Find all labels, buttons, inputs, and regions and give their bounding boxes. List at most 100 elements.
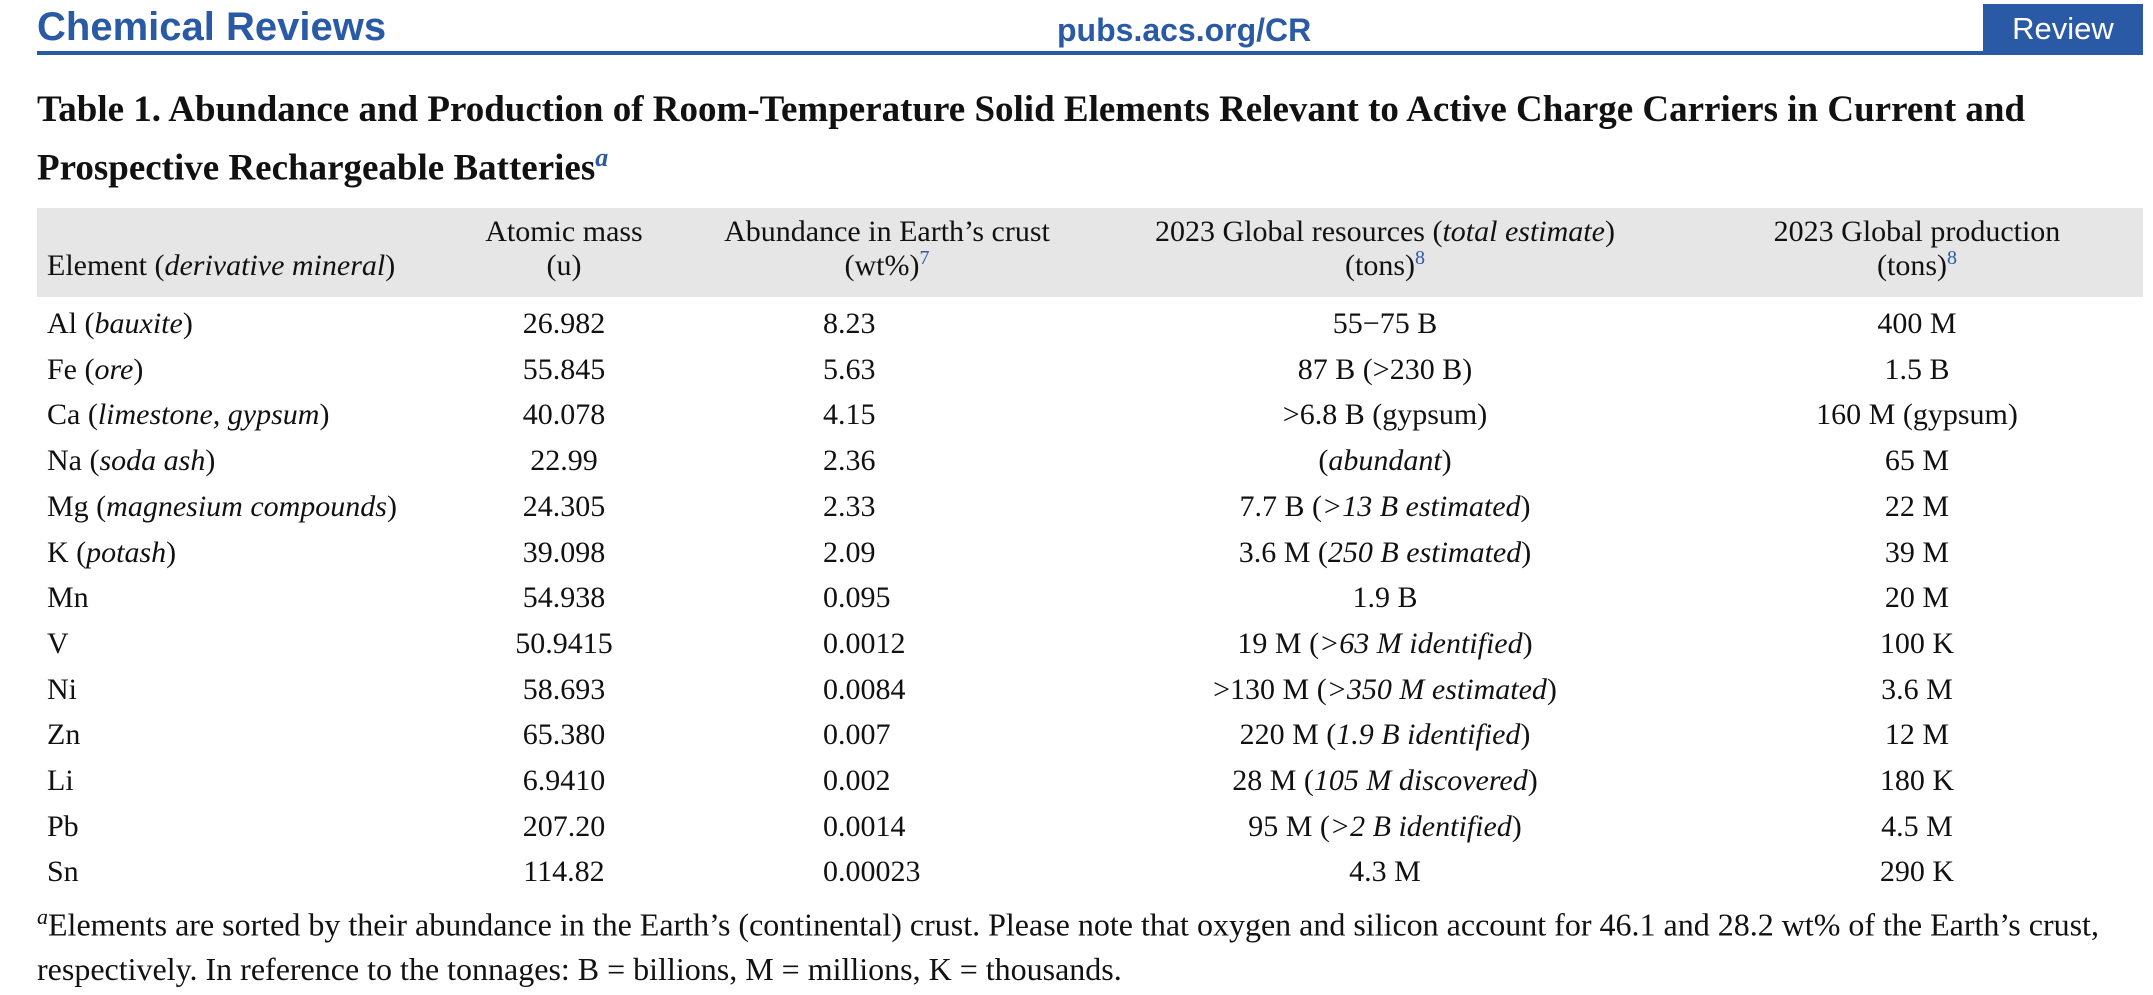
- cell-production: 180 K: [1879, 764, 1955, 798]
- cell-atomic-mass: 22.99: [530, 444, 598, 478]
- table-row: Sn 114.82 0.00023 4.3 M 290 K: [37, 849, 2143, 895]
- element-symbol: Na (: [47, 444, 100, 478]
- cell-element: Pb: [37, 804, 433, 850]
- resources-italic: >13 B estimated: [1321, 489, 1521, 523]
- resources-italic: 105 M discovered: [1313, 764, 1528, 798]
- resources-italic: abundant: [1328, 444, 1442, 478]
- resources-main: 95 M (: [1248, 809, 1330, 843]
- col4-line2: (tons): [1877, 249, 1947, 282]
- cell-element: Mn: [37, 575, 433, 621]
- cell-production: 400 M: [1877, 307, 1957, 340]
- cell-atomic-mass: 207.20: [522, 809, 606, 843]
- col0-italic: derivative mineral: [164, 249, 386, 282]
- table-row: Zn 65.380 0.007 220 M (1.9 B identified) 12 …: [37, 712, 2143, 758]
- table-row: Ni 58.693 0.0084 >130 M (>350 M estimated) 3…: [37, 667, 2143, 713]
- element-symbol: Zn: [47, 718, 81, 752]
- element-symbol: Mn: [47, 581, 89, 615]
- cell-element: Ca (limestone, gypsum): [37, 392, 433, 438]
- table-row: V 50.9415 0.0012 19 M (>63 M identified) 100…: [37, 621, 2143, 667]
- cell-abundance: 0.0012: [823, 626, 906, 660]
- derivative-mineral: limestone, gypsum: [97, 398, 320, 432]
- cell-production: 4.5 M: [1881, 809, 1953, 843]
- cell-abundance: 0.002: [823, 764, 891, 798]
- cell-resources: 220 M (1.9 B identified): [1079, 712, 1691, 758]
- element-symbol: K (: [47, 535, 87, 569]
- resources-main: 1.9 B: [1352, 581, 1418, 615]
- derivative-mineral: bauxite: [94, 307, 183, 340]
- journal-title[interactable]: Chemical Reviews: [37, 5, 387, 49]
- col1-line2: (u): [546, 249, 582, 282]
- resources-italic: 1.9 B identified: [1336, 718, 1521, 752]
- table-caption: Table 1. Abundance and Production of Roo…: [37, 86, 2147, 192]
- cell-resources: 28 M (105 M discovered): [1079, 758, 1691, 804]
- element-symbol: Sn: [47, 855, 79, 889]
- element-close: ): [133, 352, 144, 386]
- cell-atomic-mass: 58.693: [522, 672, 606, 706]
- resources-main: >130 M (: [1213, 672, 1327, 706]
- cell-production: 39 M: [1884, 535, 1950, 569]
- cell-abundance: 5.63: [823, 352, 876, 386]
- footnote-marker: a: [37, 904, 48, 929]
- table-row: Ca (limestone, gypsum) 40.078 4.15 >6.8 B (…: [37, 392, 2143, 438]
- col4-ref-link[interactable]: 8: [1947, 247, 1957, 269]
- journal-url[interactable]: pubs.acs.org/CR: [1057, 12, 1312, 48]
- resources-close: ): [1522, 626, 1533, 660]
- col-header-resources: 2023 Global resources (total estimate) (…: [1079, 208, 1691, 297]
- element-close: ): [319, 398, 330, 432]
- cell-resources: 3.6 M (250 B estimated): [1079, 530, 1691, 576]
- cell-element: Sn: [37, 849, 433, 895]
- table-row: Li 6.9410 0.002 28 M (105 M discovered) 180 …: [37, 758, 2143, 804]
- cell-atomic-mass: 54.938: [522, 581, 606, 615]
- element-symbol: Li: [47, 764, 74, 798]
- cell-abundance: 4.15: [823, 398, 876, 432]
- cell-abundance: 2.09: [823, 535, 876, 569]
- resources-main: 220 M (: [1239, 718, 1337, 752]
- cell-resources: 19 M (>63 M identified): [1079, 621, 1691, 667]
- cell-element: K (potash): [37, 530, 433, 576]
- caption-text: Table 1. Abundance and Production of Roo…: [37, 89, 2026, 189]
- table-row: Fe (ore) 55.845 5.63 87 B (>230 B) 1.5 B: [37, 347, 2143, 393]
- page-header: Chemical Reviews pubs.acs.org/CR Review: [37, 0, 2143, 54]
- cell-atomic-mass: 65.380: [522, 718, 606, 752]
- resources-italic: 250 B estimated: [1327, 535, 1522, 569]
- resources-main: 7.7 B (: [1239, 489, 1322, 523]
- col3-line2: (tons): [1345, 249, 1415, 282]
- resources-italic: >350 M estimated: [1326, 672, 1547, 706]
- cell-resources: 95 M (>2 B identified): [1079, 804, 1691, 850]
- cell-abundance: 0.00023: [823, 855, 921, 889]
- cell-abundance: 2.33: [823, 489, 876, 523]
- element-close: ): [166, 535, 177, 569]
- cell-resources: 7.7 B (>13 B estimated): [1079, 484, 1691, 530]
- cell-element: Fe (ore): [37, 347, 433, 393]
- caption-footnote-marker[interactable]: a: [595, 143, 609, 172]
- table-body: Al (bauxite) 26.982 8.23 55−75 B 400 M Fe (or…: [37, 297, 2143, 895]
- cell-element: Na (soda ash): [37, 438, 433, 484]
- resources-close: ): [1521, 535, 1532, 569]
- col3-ref-link[interactable]: 8: [1415, 247, 1425, 269]
- cell-element: Ni: [37, 667, 433, 713]
- col2-ref-link[interactable]: 7: [919, 247, 930, 269]
- resources-main: >6.8 B (gypsum): [1282, 398, 1488, 432]
- resources-main: 4.3 M: [1349, 855, 1421, 889]
- col-header-abundance: Abundance in Earth’s crust (wt%)7: [695, 208, 1079, 297]
- element-symbol: Fe (: [47, 352, 95, 386]
- cell-production: 20 M: [1884, 581, 1950, 615]
- cell-element: Mg (magnesium compounds): [37, 484, 433, 530]
- table-row: Mn 54.938 0.095 1.9 B 20 M: [37, 575, 2143, 621]
- col0-end: ): [385, 249, 396, 282]
- footnote-text: Elements are sorted by their abundance i…: [37, 906, 2099, 987]
- derivative-mineral: potash: [86, 535, 167, 569]
- cell-abundance: 0.095: [823, 581, 891, 615]
- cell-resources: 87 B (>230 B): [1079, 347, 1691, 393]
- col-header-atomic-mass: Atomic mass (u): [433, 208, 695, 297]
- cell-atomic-mass: 114.82: [523, 855, 605, 889]
- resources-main: (: [1318, 444, 1329, 478]
- col4-line1: 2023 Global production: [1773, 215, 2061, 248]
- header-row: Element (derivative mineral) Atomic mass…: [37, 208, 2143, 297]
- col3-line1: 2023 Global resources (: [1155, 215, 1443, 248]
- resources-close: ): [1520, 489, 1531, 523]
- element-symbol: Mg (: [47, 489, 107, 523]
- resources-close: ): [1527, 764, 1538, 798]
- table-row: K (potash) 39.098 2.09 3.6 M (250 B estimat…: [37, 530, 2143, 576]
- cell-production: 65 M: [1884, 444, 1950, 478]
